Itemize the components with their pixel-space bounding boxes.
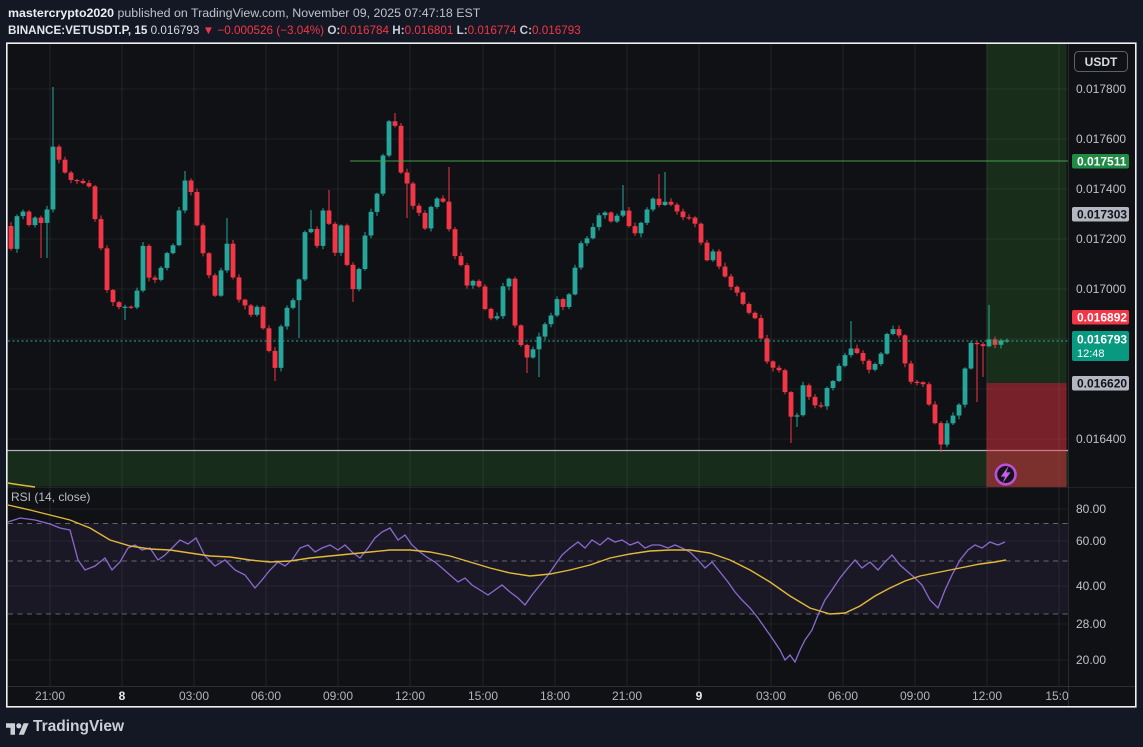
svg-text:0.017400: 0.017400 <box>1076 182 1126 196</box>
svg-text:USDT: USDT <box>1085 55 1118 69</box>
svg-text:40.00: 40.00 <box>1076 579 1106 593</box>
svg-text:06:00: 06:00 <box>828 689 858 703</box>
svg-text:09:00: 09:00 <box>900 689 930 703</box>
svg-text:15:00: 15:00 <box>468 689 498 703</box>
svg-text:12:48: 12:48 <box>1077 348 1105 360</box>
svg-text:mastercrypto2020 published on: mastercrypto2020 published on TradingVie… <box>8 6 481 20</box>
svg-text:03:00: 03:00 <box>179 689 209 703</box>
svg-text:0.016620: 0.016620 <box>1077 377 1127 391</box>
svg-text:0.017200: 0.017200 <box>1076 232 1126 246</box>
svg-text:0.017800: 0.017800 <box>1076 82 1126 96</box>
svg-text:21:00: 21:00 <box>612 689 642 703</box>
svg-text:BINANCE:VETUSDT.P, 15 0.016793: BINANCE:VETUSDT.P, 15 0.016793 ▼ −0.0005… <box>8 24 581 37</box>
svg-text:12:00: 12:00 <box>395 689 425 703</box>
svg-text:09:00: 09:00 <box>323 689 353 703</box>
svg-text:20.00: 20.00 <box>1076 653 1106 667</box>
svg-text:21:00: 21:00 <box>35 689 65 703</box>
svg-text:0.017303: 0.017303 <box>1077 208 1127 222</box>
svg-text:12:00: 12:00 <box>972 689 1002 703</box>
svg-text:TradingView: TradingView <box>33 718 125 735</box>
svg-text:15:0: 15:0 <box>1045 689 1069 703</box>
svg-text:0.017000: 0.017000 <box>1076 282 1126 296</box>
svg-text:0.017511: 0.017511 <box>1077 155 1127 169</box>
svg-text:80.00: 80.00 <box>1076 502 1106 516</box>
svg-text:60.00: 60.00 <box>1076 534 1106 548</box>
svg-text:28.00: 28.00 <box>1076 617 1106 631</box>
svg-text:0.016892: 0.016892 <box>1077 311 1127 325</box>
svg-text:0.016793: 0.016793 <box>1077 333 1127 347</box>
svg-text:RSI (14, close): RSI (14, close) <box>11 490 90 504</box>
svg-text:18:00: 18:00 <box>540 689 570 703</box>
svg-text:8: 8 <box>119 689 126 703</box>
svg-text:0.017600: 0.017600 <box>1076 132 1126 146</box>
svg-text:9: 9 <box>696 689 703 703</box>
svg-text:0.016400: 0.016400 <box>1076 432 1126 446</box>
svg-text:06:00: 06:00 <box>251 689 281 703</box>
svg-text:03:00: 03:00 <box>756 689 786 703</box>
